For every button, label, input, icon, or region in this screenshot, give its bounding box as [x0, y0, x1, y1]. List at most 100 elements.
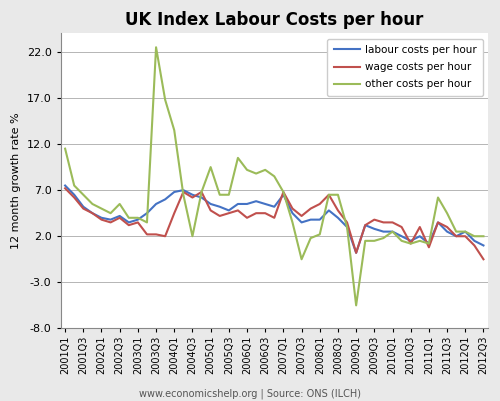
- other costs per hour: [308, 236, 314, 241]
- wage costs per hour: [353, 250, 359, 255]
- other costs per hour: [390, 229, 396, 234]
- other costs per hour: [353, 303, 359, 308]
- labour costs per hour: [98, 215, 104, 220]
- other costs per hour: [172, 128, 177, 133]
- wage costs per hour: [398, 225, 404, 229]
- wage costs per hour: [253, 211, 259, 216]
- labour costs per hour: [444, 229, 450, 234]
- wage costs per hour: [390, 220, 396, 225]
- Legend: labour costs per hour, wage costs per hour, other costs per hour: labour costs per hour, wage costs per ho…: [328, 38, 483, 96]
- wage costs per hour: [480, 257, 486, 262]
- labour costs per hour: [353, 250, 359, 255]
- other costs per hour: [126, 215, 132, 220]
- labour costs per hour: [244, 202, 250, 207]
- other costs per hour: [153, 45, 159, 50]
- other costs per hour: [290, 220, 296, 225]
- other costs per hour: [62, 146, 68, 151]
- other costs per hour: [226, 192, 232, 197]
- wage costs per hour: [380, 220, 386, 225]
- wage costs per hour: [372, 217, 378, 222]
- labour costs per hour: [298, 220, 304, 225]
- other costs per hour: [253, 171, 259, 176]
- wage costs per hour: [126, 223, 132, 228]
- labour costs per hour: [408, 239, 414, 243]
- wage costs per hour: [435, 220, 441, 225]
- wage costs per hour: [180, 190, 186, 194]
- Y-axis label: 12 month growth rate %: 12 month growth rate %: [11, 113, 21, 249]
- labour costs per hour: [172, 190, 177, 194]
- other costs per hour: [472, 234, 478, 239]
- labour costs per hour: [62, 183, 68, 188]
- labour costs per hour: [116, 214, 122, 219]
- labour costs per hour: [162, 197, 168, 202]
- other costs per hour: [180, 192, 186, 197]
- labour costs per hour: [80, 205, 86, 209]
- other costs per hour: [208, 165, 214, 170]
- labour costs per hour: [435, 220, 441, 225]
- labour costs per hour: [290, 211, 296, 216]
- wage costs per hour: [326, 192, 332, 197]
- wage costs per hour: [90, 211, 96, 216]
- labour costs per hour: [262, 202, 268, 207]
- other costs per hour: [98, 206, 104, 211]
- labour costs per hour: [344, 225, 350, 229]
- wage costs per hour: [462, 234, 468, 239]
- other costs per hour: [417, 239, 423, 243]
- labour costs per hour: [180, 188, 186, 192]
- labour costs per hour: [90, 211, 96, 216]
- wage costs per hour: [98, 217, 104, 222]
- wage costs per hour: [272, 215, 278, 220]
- wage costs per hour: [216, 214, 222, 219]
- other costs per hour: [298, 257, 304, 262]
- other costs per hour: [280, 190, 286, 194]
- other costs per hour: [116, 202, 122, 207]
- wage costs per hour: [298, 214, 304, 219]
- wage costs per hour: [116, 215, 122, 220]
- labour costs per hour: [317, 217, 323, 222]
- labour costs per hour: [126, 220, 132, 225]
- wage costs per hour: [453, 234, 459, 239]
- labour costs per hour: [280, 192, 286, 197]
- wage costs per hour: [290, 206, 296, 211]
- labour costs per hour: [390, 229, 396, 234]
- labour costs per hour: [272, 205, 278, 209]
- wage costs per hour: [408, 241, 414, 246]
- other costs per hour: [144, 220, 150, 225]
- other costs per hour: [444, 211, 450, 216]
- labour costs per hour: [362, 223, 368, 228]
- other costs per hour: [135, 215, 141, 220]
- wage costs per hour: [208, 208, 214, 213]
- labour costs per hour: [135, 217, 141, 222]
- other costs per hour: [435, 195, 441, 200]
- wage costs per hour: [317, 202, 323, 207]
- wage costs per hour: [426, 245, 432, 250]
- labour costs per hour: [380, 229, 386, 234]
- labour costs per hour: [417, 234, 423, 239]
- wage costs per hour: [162, 234, 168, 239]
- labour costs per hour: [472, 239, 478, 243]
- other costs per hour: [272, 174, 278, 179]
- other costs per hour: [80, 192, 86, 197]
- wage costs per hour: [472, 243, 478, 248]
- labour costs per hour: [208, 202, 214, 207]
- other costs per hour: [462, 229, 468, 234]
- labour costs per hour: [326, 208, 332, 213]
- other costs per hour: [317, 232, 323, 237]
- wage costs per hour: [172, 211, 177, 216]
- labour costs per hour: [308, 217, 314, 222]
- wage costs per hour: [190, 195, 196, 200]
- labour costs per hour: [226, 208, 232, 213]
- wage costs per hour: [244, 215, 250, 220]
- wage costs per hour: [62, 186, 68, 191]
- labour costs per hour: [480, 243, 486, 248]
- other costs per hour: [190, 234, 196, 239]
- other costs per hour: [372, 239, 378, 243]
- labour costs per hour: [462, 229, 468, 234]
- other costs per hour: [108, 211, 114, 216]
- other costs per hour: [90, 202, 96, 207]
- labour costs per hour: [198, 195, 204, 200]
- wage costs per hour: [444, 225, 450, 229]
- other costs per hour: [362, 239, 368, 243]
- labour costs per hour: [71, 192, 77, 197]
- labour costs per hour: [153, 202, 159, 207]
